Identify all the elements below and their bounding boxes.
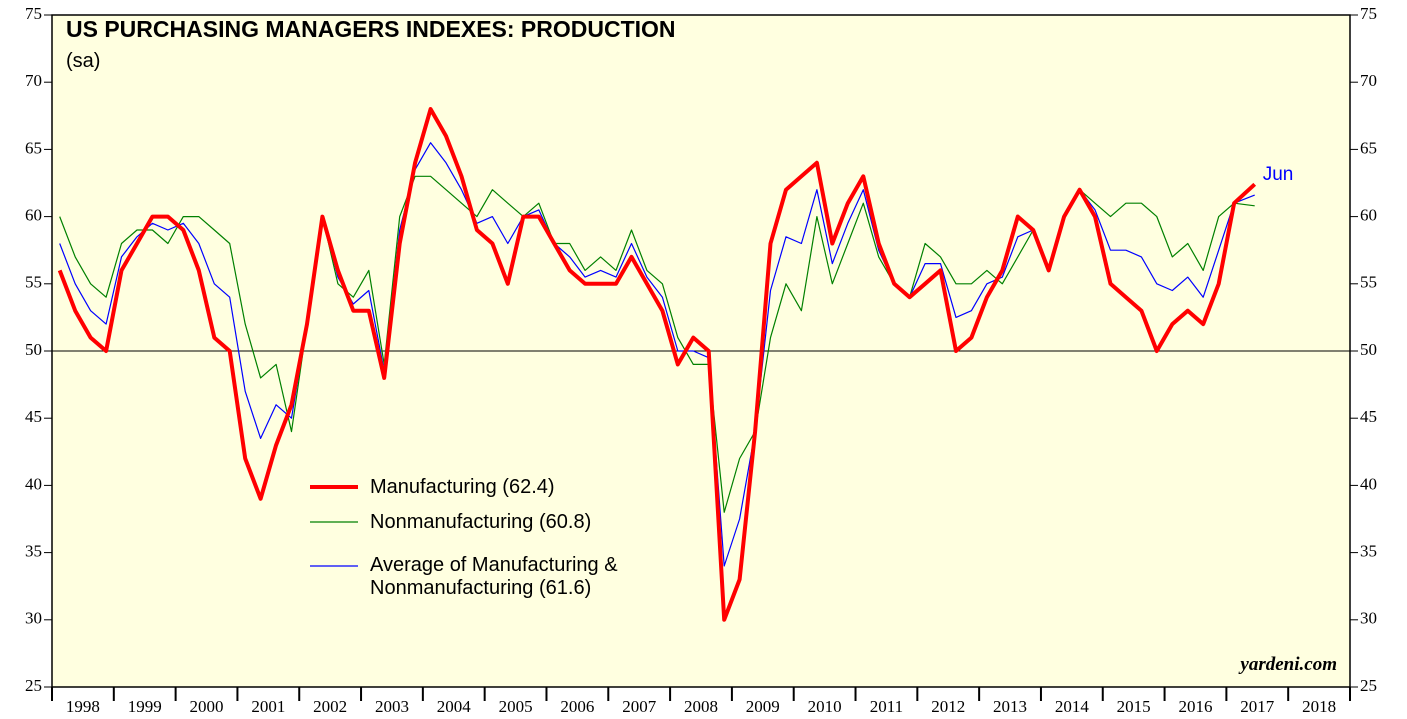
- y-tick-label: 60: [25, 206, 42, 225]
- legend-label: Average of Manufacturing & Nonmanufactur…: [370, 554, 618, 599]
- y2-tick-label: 65: [1360, 138, 1377, 157]
- y2-tick-label: 75: [1360, 4, 1377, 23]
- x-tick-label: 2007: [622, 697, 657, 716]
- y-tick-label: 50: [25, 340, 42, 359]
- x-tick-label: 2018: [1302, 697, 1336, 716]
- x-tick-label: 2014: [1055, 697, 1090, 716]
- x-tick-label: 2009: [746, 697, 780, 716]
- x-tick-label: 1999: [128, 697, 162, 716]
- x-tick-label: 2002: [313, 697, 347, 716]
- x-tick-label: 2000: [190, 697, 224, 716]
- annotation: Jun: [1263, 164, 1294, 185]
- x-tick-label: 2006: [560, 697, 594, 716]
- x-tick-label: 2011: [870, 697, 903, 716]
- y2-tick-label: 25: [1360, 676, 1377, 695]
- x-tick-label: 2005: [499, 697, 533, 716]
- series-line: [57, 107, 1257, 622]
- y2-tick-label: 30: [1360, 609, 1377, 628]
- x-tick-label: 1998: [66, 697, 100, 716]
- y-tick-label: 65: [25, 138, 42, 157]
- y-tick-label: 35: [25, 542, 42, 561]
- y2-tick-label: 50: [1360, 340, 1377, 359]
- y2-tick-label: 70: [1360, 71, 1377, 90]
- x-tick-label: 2003: [375, 697, 409, 716]
- y-tick-label: 40: [25, 474, 42, 493]
- legend-label: Manufacturing (62.4): [370, 476, 555, 498]
- x-tick-label: 2008: [684, 697, 718, 716]
- x-tick-label: 2004: [437, 697, 472, 716]
- x-tick-label: 2017: [1240, 697, 1275, 716]
- y-tick-label: 45: [25, 407, 42, 426]
- x-tick-label: 2016: [1178, 697, 1212, 716]
- x-tick-label: 2013: [993, 697, 1027, 716]
- y2-tick-label: 60: [1360, 206, 1377, 225]
- y-tick-label: 70: [25, 71, 42, 90]
- y2-tick-label: 35: [1360, 542, 1377, 561]
- y-tick-label: 75: [25, 4, 42, 23]
- y-tick-label: 55: [25, 273, 42, 292]
- x-tick-label: 2001: [251, 697, 285, 716]
- y2-tick-label: 55: [1360, 273, 1377, 292]
- chart-title: US PURCHASING MANAGERS INDEXES: PRODUCTI…: [66, 16, 676, 42]
- chart-subtitle: (sa): [66, 50, 100, 72]
- x-tick-label: 2012: [931, 697, 965, 716]
- x-tick-label: 2010: [808, 697, 842, 716]
- legend-label: Nonmanufacturing (60.8): [370, 511, 592, 533]
- y2-tick-label: 45: [1360, 407, 1377, 426]
- source: yardeni.com: [1238, 654, 1337, 675]
- x-tick-label: 2015: [1117, 697, 1151, 716]
- y2-tick-label: 40: [1360, 474, 1377, 493]
- y-tick-label: 25: [25, 676, 42, 695]
- y-tick-label: 30: [25, 609, 42, 628]
